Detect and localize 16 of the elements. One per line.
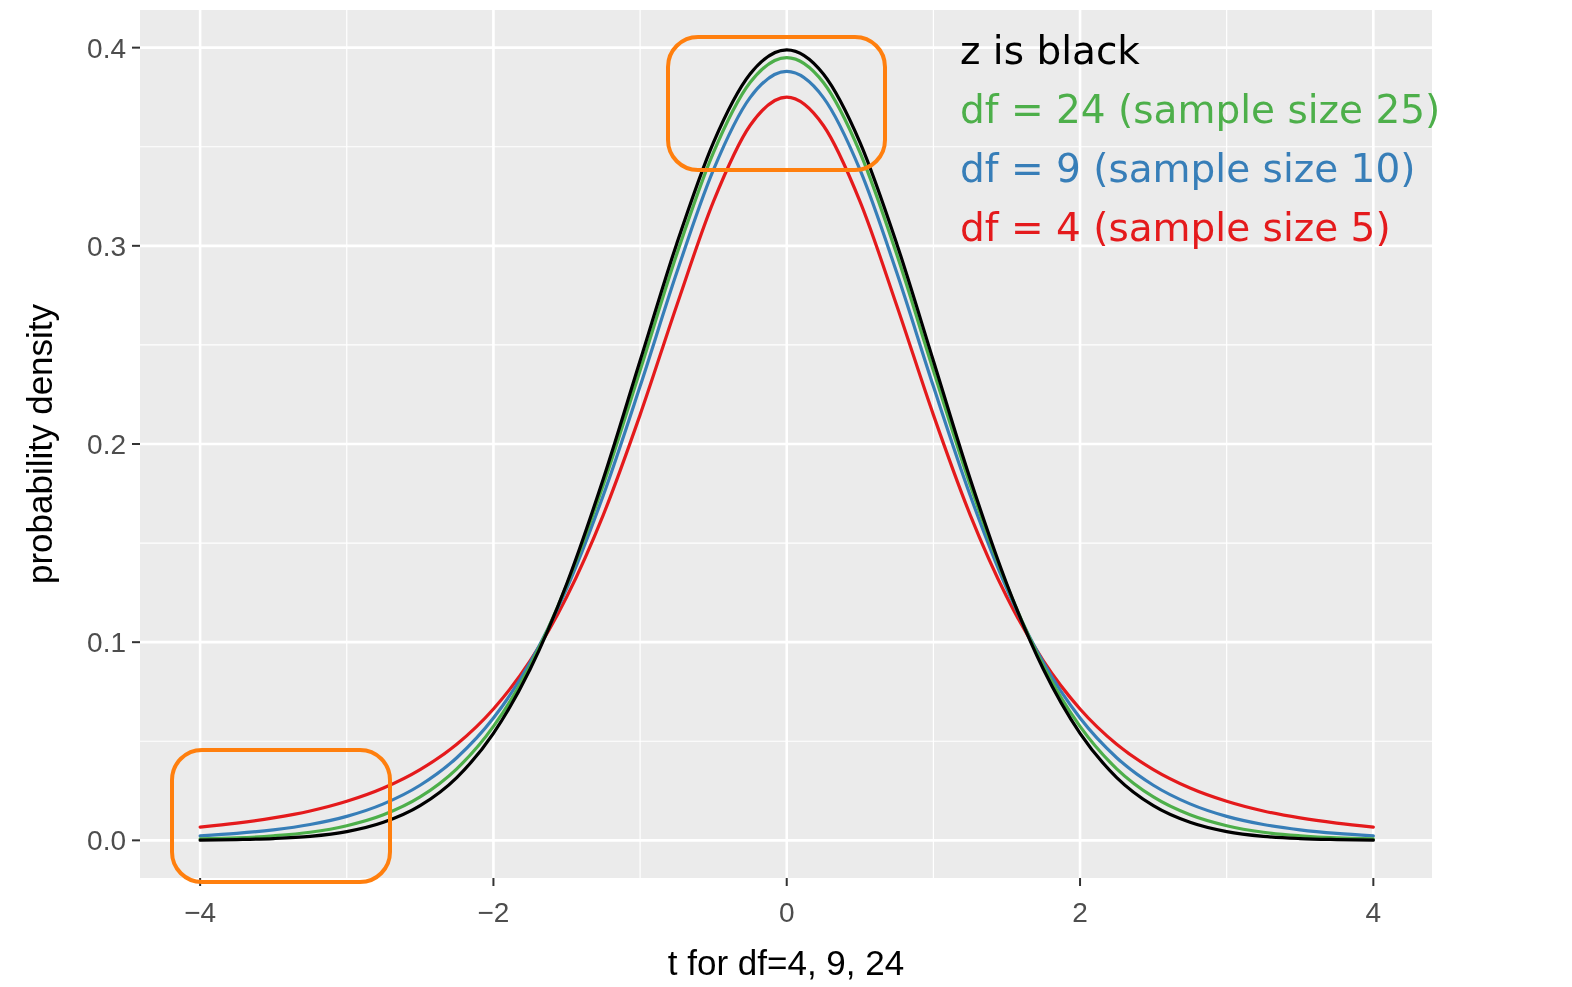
series-label: df = 4 (sample size 5) xyxy=(960,205,1391,250)
y-axis-title: probability density xyxy=(20,303,59,585)
x-tick-label: 4 xyxy=(1365,897,1382,928)
x-axis-title: t for df=4, 9, 24 xyxy=(667,943,905,982)
y-tick-label: 0.1 xyxy=(87,627,126,659)
y-tick-label: 0.2 xyxy=(87,429,126,460)
x-tick-label: 0 xyxy=(778,897,795,928)
y-tick-label: 0.4 xyxy=(87,32,126,64)
text: df = 24 (sample size 25) xyxy=(960,87,1441,132)
y-tick-label: 0.3 xyxy=(87,230,126,262)
x-tick-label: 2 xyxy=(1072,897,1088,928)
y-tick-label: 0.0 xyxy=(87,825,126,857)
text: df = 9 (sample size 10) xyxy=(960,146,1416,191)
x-tick-label: −4 xyxy=(184,897,217,928)
text: z is black xyxy=(960,28,1141,73)
x-tick-label: −2 xyxy=(477,897,510,928)
